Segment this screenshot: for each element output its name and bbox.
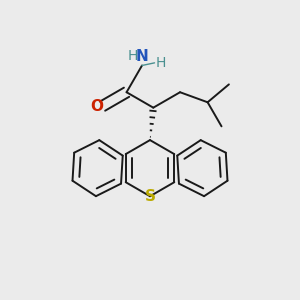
Text: H: H <box>128 49 138 63</box>
Text: H: H <box>155 56 166 70</box>
Text: O: O <box>90 99 103 114</box>
Text: N: N <box>136 49 148 64</box>
Text: S: S <box>145 189 155 204</box>
